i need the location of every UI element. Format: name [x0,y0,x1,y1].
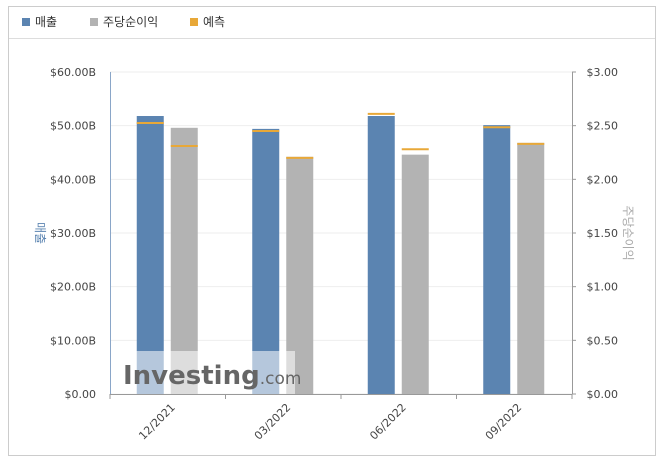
revenue-bar [367,116,395,395]
y-tick-label: $20.00B [50,281,96,294]
eps-bar [517,142,545,394]
y-axis-label: 매출 [33,222,47,244]
y-tick-label: $40.00B [50,173,96,186]
watermark-text: Investing [123,361,260,391]
revenue-bar [136,116,164,395]
revenue-bar [483,125,511,394]
y-tick-label: $0.00 [65,388,97,401]
y-tick-label: $30.00B [50,227,96,240]
eps-bar [170,127,198,395]
y2-tick-label: $3.00 [587,66,619,79]
watermark-suffix: .com [260,369,302,389]
y2-tick-label: $2.50 [587,120,619,133]
legend-label: 매출 [35,15,57,29]
eps-bar [401,154,429,394]
y2-tick-label: $2.00 [587,173,619,186]
watermark: Investing.com [123,361,301,391]
watermark-bg [112,351,295,394]
y-tick-label: $50.00B [50,120,96,133]
revenue-bar [252,128,280,395]
legend-swatch [90,18,98,26]
legend-label: 주당순이익 [103,15,158,29]
y2-axis-label: 주당순이익 [621,205,635,260]
legend-swatch [22,18,30,26]
y2-tick-label: $1.50 [587,227,619,240]
y2-tick-label: $0.50 [587,334,619,347]
legend-label: 예측 [203,15,225,29]
legend-swatch [190,18,198,26]
y2-tick-label: $1.00 [587,281,619,294]
y-tick-label: $60.00B [50,66,96,79]
y-tick-label: $10.00B [50,334,96,347]
frame [8,6,656,456]
y2-tick-label: $0.00 [587,388,619,401]
